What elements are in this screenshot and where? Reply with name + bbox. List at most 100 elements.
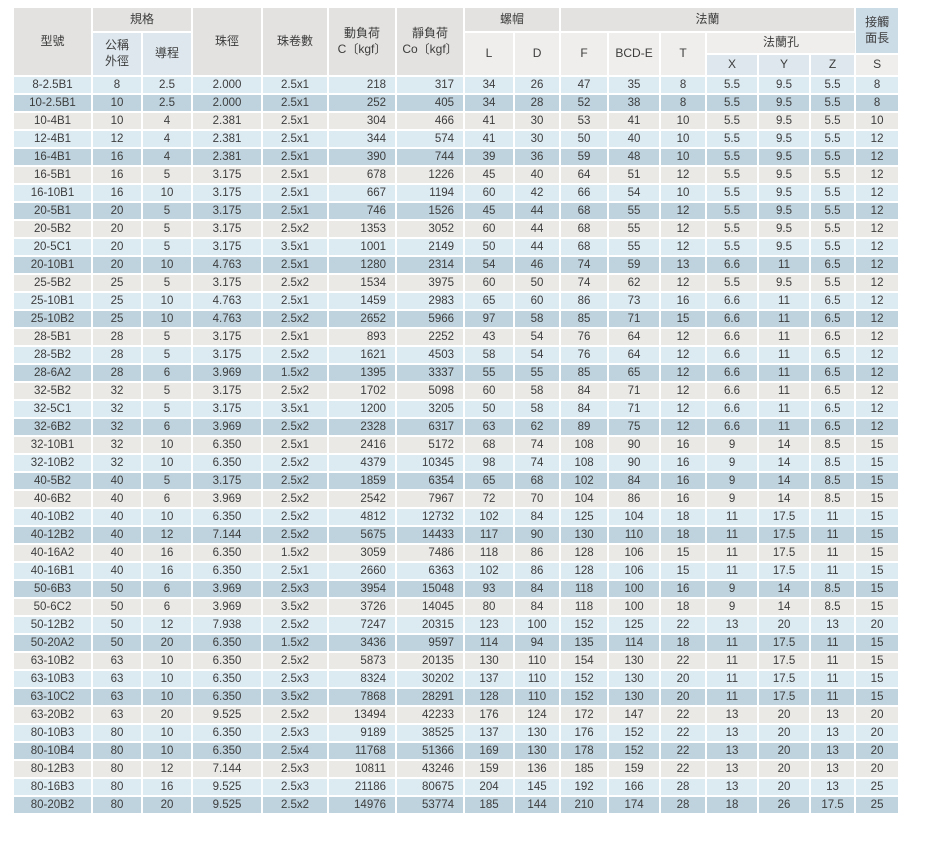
cell-nut_d: 54 — [514, 328, 562, 347]
cell-hole_z: 6.5 — [810, 310, 857, 329]
cell-flange_f: 53 — [560, 112, 610, 131]
cell-lead: 5 — [142, 166, 194, 185]
cell-contact_s: 15 — [855, 634, 899, 653]
cell-hole_x: 6.6 — [706, 364, 760, 383]
cell-static_load_co: 7967 — [396, 490, 466, 509]
cell-contact_s: 15 — [855, 436, 899, 455]
cell-dynamic_load_c: 1001 — [328, 238, 398, 257]
cell-hole_y: 9.5 — [758, 274, 812, 293]
cell-hole_x: 5.5 — [706, 202, 760, 221]
cell-dynamic_load_c: 1353 — [328, 220, 398, 239]
cell-flange_f: 85 — [560, 310, 610, 329]
cell-hole_x: 6.6 — [706, 328, 760, 347]
cell-hole_y: 9.5 — [758, 130, 812, 149]
header-line: 動負荷 — [344, 25, 381, 40]
cell-nut_l: 60 — [464, 274, 516, 293]
col-header-flange-t: T — [660, 32, 708, 77]
cell-hole_y: 17.5 — [758, 688, 812, 707]
cell-hole_y: 26 — [758, 796, 812, 815]
cell-flange_t: 15 — [660, 544, 708, 563]
table-row: 32-5B2 32 5 3.175 2.5x2 1702 5098 60 58 84 71 12 6.6… — [14, 382, 899, 401]
cell-contact_s: 12 — [855, 328, 899, 347]
cell-dynamic_load_c: 21186 — [328, 778, 398, 797]
cell-contact_s: 15 — [855, 688, 899, 707]
cell-flange_t: 12 — [660, 166, 708, 185]
cell-nominal_od: 28 — [92, 328, 143, 347]
cell-hole_y: 9.5 — [758, 94, 812, 113]
cell-nut_d: 90 — [514, 526, 562, 545]
cell-hole_y: 9.5 — [758, 202, 812, 221]
cell-contact_s: 12 — [855, 418, 899, 437]
cell-hole_x: 9 — [706, 598, 760, 617]
cell-lead: 5 — [142, 238, 194, 257]
table-row: 50-12B2 50 12 7.938 2.5x2 7247 20315 123 100 152 1… — [14, 616, 899, 635]
cell-flange_f: 135 — [560, 634, 610, 653]
cell-nut_d: 54 — [514, 346, 562, 365]
cell-hole_z: 11 — [810, 688, 857, 707]
cell-nut_d: 55 — [514, 364, 562, 383]
cell-flange_bcd_e: 71 — [608, 400, 662, 419]
cell-flange_f: 68 — [560, 220, 610, 239]
cell-nominal_od: 50 — [92, 616, 143, 635]
cell-flange_f: 185 — [560, 760, 610, 779]
cell-ball_circuits: 2.5x1 — [262, 166, 330, 185]
col-group-spec: 規格 — [92, 8, 194, 33]
cell-nut_d: 110 — [514, 670, 562, 689]
cell-hole_x: 13 — [706, 778, 760, 797]
cell-contact_s: 15 — [855, 580, 899, 599]
cell-ball_dia: 2.000 — [192, 94, 264, 113]
cell-nominal_od: 80 — [92, 778, 143, 797]
cell-hole_y: 17.5 — [758, 544, 812, 563]
cell-lead: 2.5 — [142, 94, 194, 113]
cell-hole_y: 9.5 — [758, 184, 812, 203]
cell-contact_s: 12 — [855, 292, 899, 311]
cell-ball_circuits: 2.5x1 — [262, 148, 330, 167]
cell-ball_dia: 9.525 — [192, 796, 264, 815]
cell-lead: 10 — [142, 436, 194, 455]
cell-contact_s: 12 — [855, 238, 899, 257]
cell-ball_circuits: 2.5x1 — [262, 436, 330, 455]
cell-nut_l: 41 — [464, 130, 516, 149]
table-row: 80-10B3 80 10 6.350 2.5x3 9189 38525 137 130 176 1… — [14, 724, 899, 743]
cell-hole_y: 9.5 — [758, 238, 812, 257]
header-line: 接觸 — [865, 14, 890, 29]
header-row-holes: X Y Z S — [14, 54, 899, 77]
cell-hole_x: 11 — [706, 562, 760, 581]
cell-lead: 6 — [142, 490, 194, 509]
cell-hole_z: 5.5 — [810, 94, 857, 113]
cell-hole_y: 17.5 — [758, 670, 812, 689]
cell-hole_y: 14 — [758, 454, 812, 473]
cell-flange_t: 16 — [660, 490, 708, 509]
cell-ball_circuits: 2.5x3 — [262, 760, 330, 779]
col-group-nut: 螺帽 — [464, 8, 562, 33]
cell-lead: 16 — [142, 562, 194, 581]
cell-static_load_co: 6354 — [396, 472, 466, 491]
cell-flange_bcd_e: 147 — [608, 706, 662, 725]
cell-flange_t: 10 — [660, 148, 708, 167]
cell-ball_circuits: 2.5x1 — [262, 562, 330, 581]
cell-flange_t: 16 — [660, 580, 708, 599]
cell-hole_x: 18 — [706, 796, 760, 815]
cell-static_load_co: 5172 — [396, 436, 466, 455]
cell-flange_bcd_e: 130 — [608, 688, 662, 707]
cell-hole_x: 5.5 — [706, 94, 760, 113]
cell-hole_y: 14 — [758, 490, 812, 509]
cell-hole_x: 11 — [706, 670, 760, 689]
cell-flange_f: 154 — [560, 652, 610, 671]
table-row: 25-10B1 25 10 4.763 2.5x1 1459 2983 65 60 86 73 16 6… — [14, 292, 899, 311]
cell-dynamic_load_c: 8324 — [328, 670, 398, 689]
cell-ball_circuits: 1.5x2 — [262, 634, 330, 653]
cell-flange_bcd_e: 38 — [608, 94, 662, 113]
cell-lead: 12 — [142, 526, 194, 545]
cell-hole_z: 5.5 — [810, 76, 857, 95]
cell-flange_f: 192 — [560, 778, 610, 797]
cell-dynamic_load_c: 3059 — [328, 544, 398, 563]
cell-static_load_co: 30202 — [396, 670, 466, 689]
cell-hole_y: 11 — [758, 310, 812, 329]
cell-model: 63-10B2 — [14, 652, 93, 671]
cell-flange_bcd_e: 90 — [608, 454, 662, 473]
table-row: 50-6C2 50 6 3.969 3.5x2 3726 14045 80 84 118 100 18… — [14, 598, 899, 617]
cell-nominal_od: 20 — [92, 238, 143, 257]
cell-hole_z: 13 — [810, 742, 857, 761]
cell-model: 32-10B2 — [14, 454, 93, 473]
